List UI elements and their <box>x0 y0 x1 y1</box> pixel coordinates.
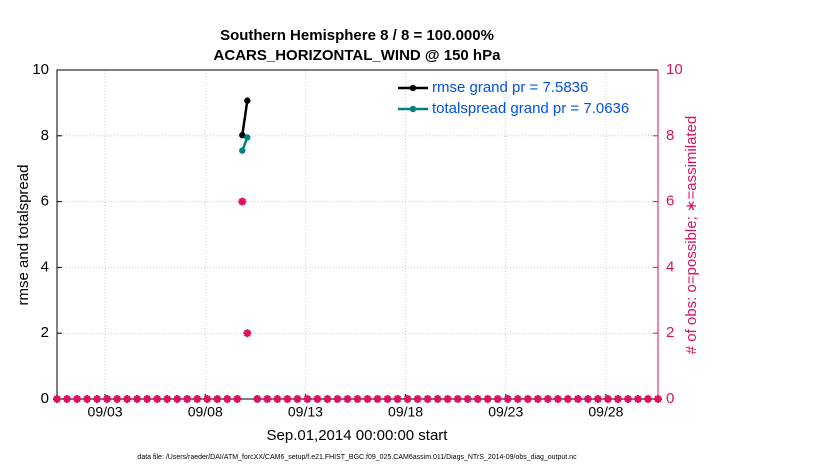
obs-marker <box>623 395 632 403</box>
obs-marker <box>453 395 462 403</box>
obs-marker <box>553 395 562 403</box>
obs-marker <box>363 395 372 403</box>
obs-marker <box>143 395 152 403</box>
obs-marker <box>543 395 552 403</box>
obs-marker <box>603 395 612 403</box>
obs-marker <box>93 395 102 403</box>
obs-marker <box>483 395 492 403</box>
obs-marker <box>423 395 432 403</box>
obs-marker <box>373 395 382 403</box>
y-tick-label: 4 <box>41 258 49 275</box>
obs-marker <box>263 395 272 403</box>
obs-marker <box>493 395 502 403</box>
obs-marker <box>223 395 232 403</box>
obs-marker <box>243 329 252 338</box>
obs-marker <box>563 395 572 403</box>
obs-marker <box>443 395 452 403</box>
x-axis-label: Sep.01,2014 00:00:00 start <box>267 427 449 444</box>
obs-marker <box>193 395 202 403</box>
obs-marker <box>203 395 212 403</box>
chart-title: Southern Hemisphere 8 / 8 = 100.000% <box>220 27 494 44</box>
y-tick-label: 10 <box>32 61 49 78</box>
x-tick-label: 09/23 <box>488 404 523 420</box>
obs-marker <box>123 395 132 403</box>
footnote: data file: /Users/raeder/DAI/ATM_forcXX/… <box>137 454 577 461</box>
legend-label: rmse grand pr = 7.5836 <box>432 79 588 96</box>
obs-marker <box>533 395 542 403</box>
y-tick-label: 6 <box>41 193 49 210</box>
legend-label: totalspread grand pr = 7.0636 <box>432 100 629 117</box>
obs-marker <box>523 395 532 403</box>
y-tick-label: 0 <box>41 390 49 407</box>
obs-marker <box>333 395 342 403</box>
x-tick-label: 09/18 <box>388 404 423 420</box>
series-line <box>241 100 249 136</box>
x-tick-label: 09/08 <box>188 404 223 420</box>
obs-marker <box>393 395 402 403</box>
y2-tick-label: 0 <box>666 390 674 407</box>
obs-marker <box>503 395 512 403</box>
obs-marker <box>593 395 602 403</box>
axis-frame <box>56 69 658 399</box>
x-tick-label: 09/13 <box>288 404 323 420</box>
y-tick-label: 2 <box>41 324 49 341</box>
obs-marker <box>83 395 92 403</box>
obs-marker <box>103 395 112 403</box>
obs-marker <box>633 395 642 403</box>
y2-tick-label: 4 <box>666 258 674 275</box>
point <box>239 131 246 139</box>
obs-marker <box>238 197 247 206</box>
plot-area <box>57 70 658 399</box>
obs-marker <box>53 395 61 403</box>
obs-marker <box>253 395 262 403</box>
obs-marker <box>183 395 192 403</box>
obs-marker <box>153 395 162 403</box>
y2-tick-label: 6 <box>666 193 674 210</box>
obs-marker <box>343 395 352 403</box>
obs-marker <box>303 395 312 403</box>
x-tick-label: 09/03 <box>88 404 123 420</box>
obs-marker <box>283 395 292 403</box>
obs-marker <box>573 395 582 403</box>
obs-marker <box>643 395 652 403</box>
legend-marker <box>409 105 417 113</box>
obs-marker <box>273 395 282 403</box>
obs-marker <box>473 395 482 403</box>
y2-tick-label: 2 <box>666 324 674 341</box>
obs-marker <box>73 395 82 403</box>
chart-subtitle: ACARS_HORIZONTAL_WIND @ 150 hPa <box>214 47 502 64</box>
obs-marker <box>113 395 122 403</box>
y-axis-label: rmse and totalspread <box>15 165 32 306</box>
y2-axis-label: # of obs: o=possible; ∗=assimilated <box>683 116 700 355</box>
obs-marker <box>313 395 322 403</box>
obs-marker <box>63 395 72 403</box>
obs-marker <box>133 395 142 403</box>
obs-marker <box>163 395 172 403</box>
obs-marker <box>383 395 392 403</box>
obs-marker <box>413 395 422 403</box>
obs-marker <box>463 395 472 403</box>
x-tick-label: 09/28 <box>588 404 623 420</box>
obs-marker <box>433 395 442 403</box>
obs-marker <box>654 395 662 403</box>
obs-marker <box>403 395 412 403</box>
point <box>244 134 251 141</box>
obs-marker <box>213 395 222 403</box>
obs-marker <box>323 395 332 403</box>
point <box>244 97 251 104</box>
obs-marker <box>173 395 182 403</box>
point <box>239 147 246 154</box>
obs-marker <box>293 395 302 403</box>
legend-marker <box>409 84 417 92</box>
obs-marker <box>233 395 242 403</box>
y2-tick-label: 10 <box>666 61 683 78</box>
y-tick-label: 8 <box>41 127 49 144</box>
obs-marker <box>583 395 592 403</box>
y2-tick-label: 8 <box>666 127 674 144</box>
obs-marker <box>613 395 622 403</box>
obs-marker <box>353 395 362 403</box>
obs-marker <box>513 395 522 403</box>
